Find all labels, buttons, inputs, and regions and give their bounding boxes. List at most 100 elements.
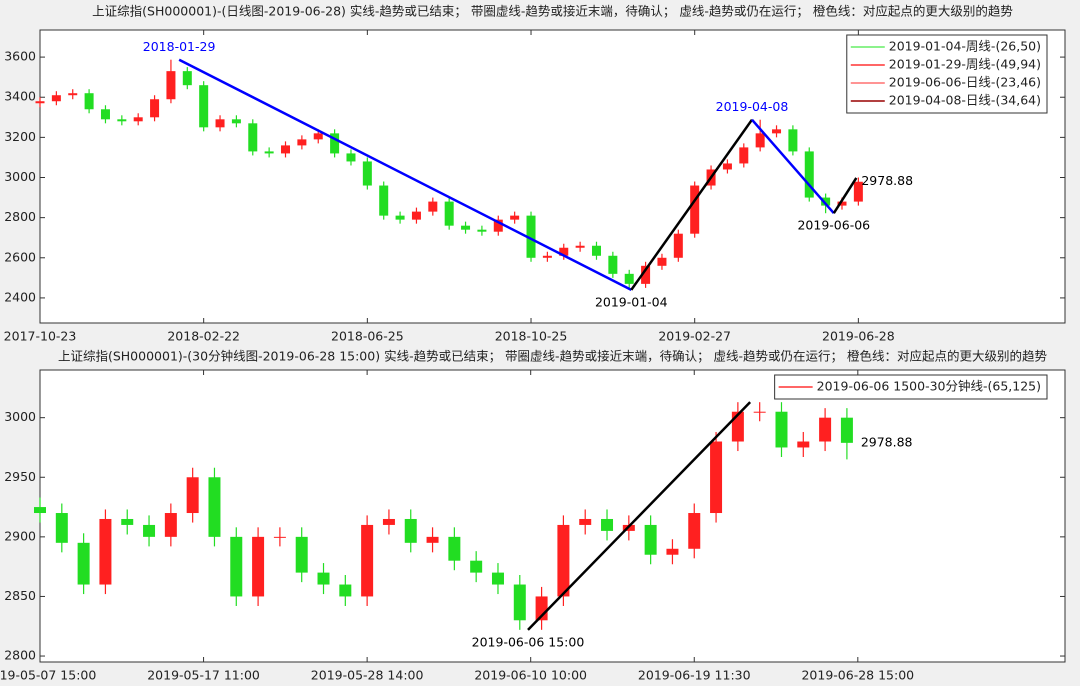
candle-body [313,133,323,140]
candle-body [591,245,601,256]
candle-body [853,181,863,202]
candle-body [739,147,749,164]
candle-body [775,411,788,448]
candle-body [34,507,46,514]
x-tick-label: 2019-05-17 11:00 [147,668,260,683]
candle-body [513,584,526,621]
x-tick-label: 2018-06-25 [331,329,404,344]
candle-body [448,536,461,561]
y-tick-label: 2400 [4,289,36,304]
candle-body [797,441,810,448]
chart-title: 上证综指(SH000001)-(日线图-2019-06-28) 实线-趋势或已结… [92,4,1013,19]
candle-body [608,255,618,274]
trend-line [751,118,835,215]
candle-body [150,99,160,118]
y-tick-label: 2600 [4,249,36,264]
candle-body [710,441,723,514]
candle-body [428,201,438,212]
annotation: 2019-01-04 [595,294,668,309]
candle-body [133,117,143,122]
annotation: 2019-04-08 [716,99,789,114]
candle-body [231,119,241,124]
candle-body [575,245,585,248]
y-tick-label: 2950 [4,469,36,484]
x-tick-label: 2017-10-23 [4,329,77,344]
candle-body [281,145,291,154]
candle-body [317,572,330,585]
x-tick-label: 2019-06-28 15:00 [801,668,914,683]
candle-body [117,119,127,122]
trend-line [178,58,632,292]
candle-body [755,133,765,148]
candle-body [840,417,853,443]
candle-body [99,518,112,585]
candle-body [731,411,744,442]
candle-body [100,109,110,120]
x-tick-label: 2018-10-25 [495,329,568,344]
candle-body [821,197,831,206]
candle-body [411,211,421,220]
candle-body [673,233,683,258]
candle-body [557,524,570,597]
candle-body [788,129,798,152]
candle-body [559,247,569,256]
candle-body [295,536,308,573]
annotation: 2019-06-06 15:00 [472,634,585,649]
candle-body [252,536,265,597]
legend-frame [846,34,1048,114]
legend-frame [774,374,1048,400]
candle-body [579,518,592,525]
plot-area [39,369,1066,663]
candle-body [624,273,634,284]
candle-body [753,411,766,413]
candle-body [182,71,192,86]
candle-body [77,542,90,585]
legend-label: 2019-04-08-日线-(34,64) [889,93,1041,108]
candle-body [346,153,356,162]
candle-body [641,265,651,284]
legend-label: 2019-01-04-周线-(26,50) [889,39,1041,54]
candle-body [510,215,520,220]
candle-body [248,123,258,152]
candle-body [477,229,487,232]
candle-body [208,477,221,537]
annotation: 2019-06-06 [797,218,870,233]
candle-body [722,163,732,170]
candle-body [426,536,439,543]
candle-body [199,85,209,128]
legend: 2019-06-06 1500-30分钟线-(65,125) [774,374,1048,400]
y-tick-label: 3400 [4,89,36,104]
trend-line [527,401,752,631]
candle-body [404,518,417,543]
trend-line [630,118,753,291]
candle-body [330,133,340,154]
x-tick-label: 2019-05-07 15:00 [0,668,96,683]
candle-body [55,513,68,543]
candle-body [361,524,374,597]
legend-label: 2019-01-29-周线-(49,94) [889,57,1041,72]
candle-body [772,129,782,134]
y-tick-label: 2850 [4,588,36,603]
candle-body [444,201,454,226]
candle-body [166,71,176,100]
candle-body [362,161,372,186]
x-tick-label: 2019-06-19 11:30 [638,668,751,683]
x-tick-label: 2019-05-28 14:00 [311,668,424,683]
candle-body [644,524,657,555]
candle-body [186,477,199,514]
candle-body [837,201,847,206]
y-tick-label: 2800 [4,648,36,663]
y-tick-label: 3000 [4,409,36,424]
candle-body [273,536,286,538]
candle-body [535,596,548,621]
annotation: 2978.88 [861,434,913,449]
candle-body [230,536,243,597]
candle-body [35,101,45,104]
candle-body [382,518,395,525]
candle-body [121,518,134,525]
legend: 2019-01-04-周线-(26,50) 2019-01-29-周线-(49,9… [846,34,1048,114]
candle-body [264,151,274,154]
candle-body [690,185,700,234]
